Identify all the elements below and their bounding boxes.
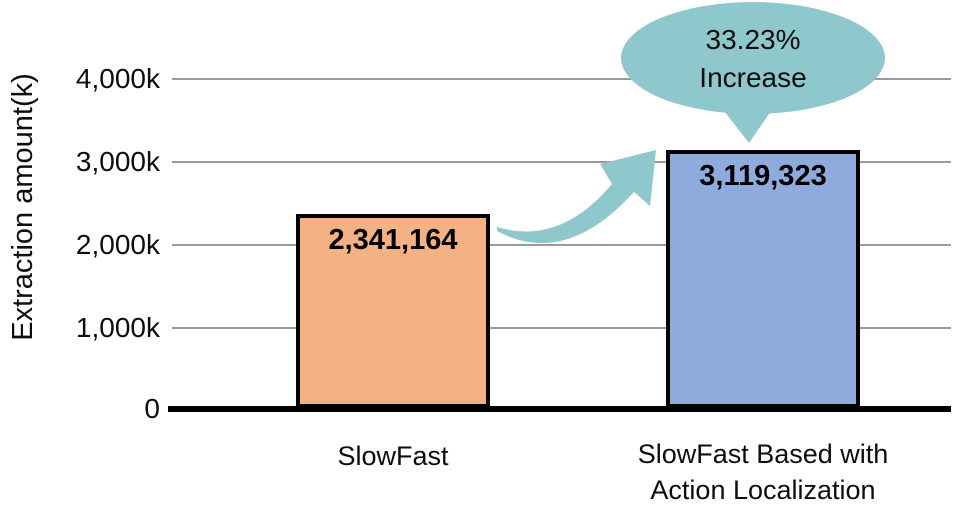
x-category-label-slowfast-line1: SlowFast [337, 441, 449, 471]
x-category-label-sfal-line1: SlowFast Based with [637, 439, 889, 469]
x-axis-line [168, 406, 951, 412]
increase-percentage: 33.23% [705, 24, 801, 55]
bar-value-label-slowfast: 2,341,164 [328, 224, 458, 256]
y-tick-label-2000k: 2,000k [75, 229, 160, 260]
bar-slowfast: 2,341,164 [296, 214, 490, 408]
gridline-1000k [172, 327, 951, 329]
bar-slowfast-action-localization: 3,119,323 [666, 150, 860, 408]
y-tick-label-1000k: 1,000k [75, 312, 160, 343]
x-category-label-sfal-line2: Action Localization [650, 475, 876, 505]
bar-value-label-slowfast-action-localization: 3,119,323 [699, 160, 827, 192]
gridline-2000k [172, 244, 951, 246]
x-category-label-slowfast-action-localization: SlowFast Based with Action Localization [588, 436, 938, 508]
increase-arrow-icon [497, 150, 656, 244]
speech-bubble-tail [714, 98, 780, 143]
y-tick-label-3000k: 3,000k [75, 146, 160, 177]
y-tick-label-0: 0 [144, 393, 160, 424]
increase-word: Increase [699, 62, 807, 93]
y-tick-label-4000k: 4,000k [75, 63, 160, 94]
x-category-label-slowfast: SlowFast [283, 438, 503, 474]
increase-callout-text: 33.23% Increase [633, 21, 873, 97]
gridline-4000k [172, 78, 951, 80]
